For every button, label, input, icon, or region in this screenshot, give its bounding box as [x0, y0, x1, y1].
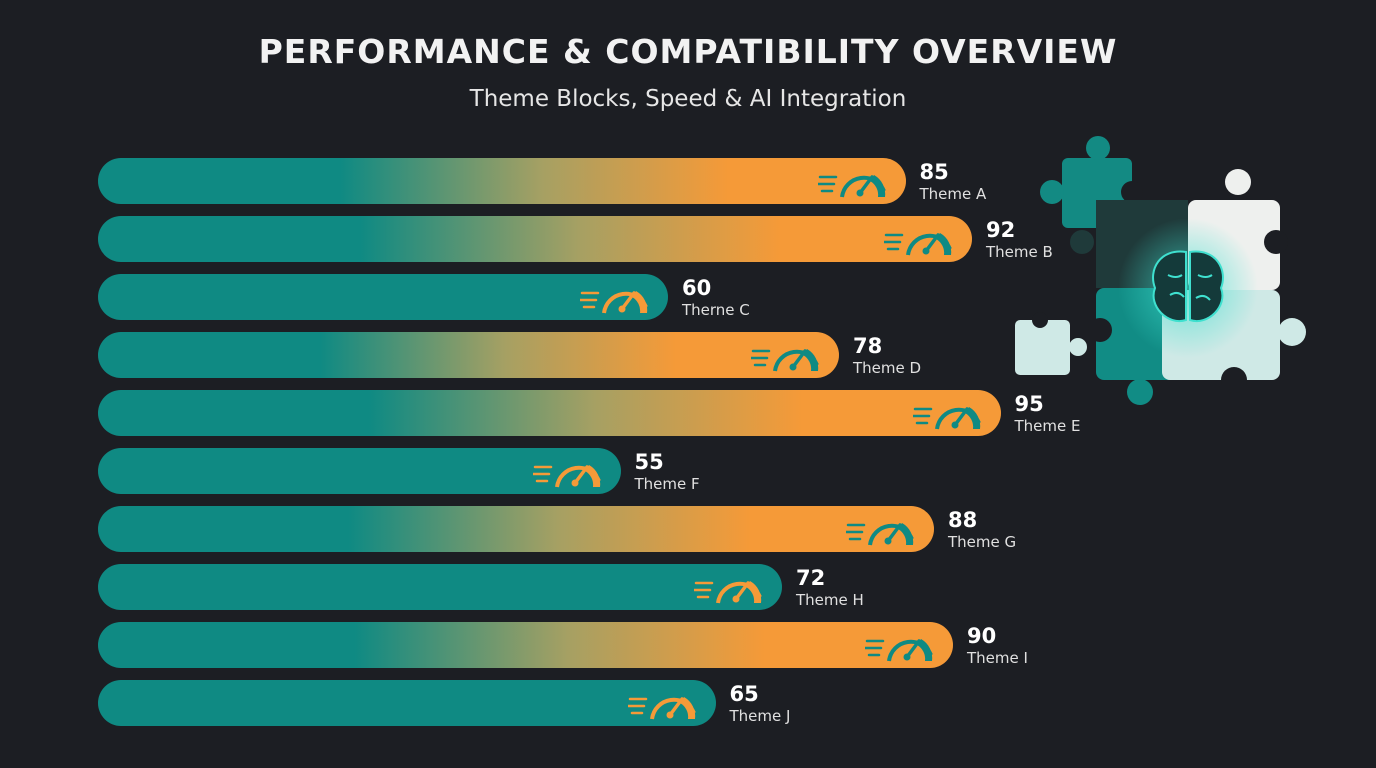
category-label: Theme A — [919, 185, 987, 203]
speedometer-icon — [627, 697, 696, 720]
bar — [98, 390, 1001, 436]
data-label: 92 — [986, 218, 1016, 242]
speedometer-icon — [532, 465, 601, 488]
category-label: Theme B — [986, 243, 1053, 261]
category-label: Therne C — [682, 301, 750, 319]
data-label: 65 — [729, 682, 759, 706]
speedometer-icon — [694, 581, 762, 604]
speedometer-icon — [912, 407, 981, 430]
category-label: Theme E — [1014, 417, 1081, 435]
data-label: 85 — [919, 160, 949, 184]
bar — [98, 216, 972, 262]
bar — [98, 274, 668, 320]
chart-subtitle: Theme Blocks, Speed & AI Integration — [469, 86, 907, 112]
speedometer-icon — [580, 291, 648, 314]
category-label: Theme F — [634, 475, 700, 493]
bar — [98, 506, 934, 552]
category-label: Theme D — [853, 359, 922, 377]
data-label: 72 — [796, 566, 826, 590]
data-label: 90 — [967, 624, 997, 648]
category-label: Theme G — [948, 533, 1017, 551]
data-label: 88 — [948, 508, 978, 532]
data-label: 60 — [682, 276, 712, 300]
speedometer-icon — [751, 349, 819, 372]
chart-title: PERFORMANCE & COMPATIBILITY OVERVIEW — [258, 32, 1118, 71]
data-label: 55 — [634, 450, 664, 474]
category-label: Theme I — [967, 649, 1028, 667]
category-label: Theme J — [729, 707, 791, 725]
data-label: 95 — [1014, 392, 1044, 416]
bar — [98, 680, 716, 726]
bar — [98, 448, 621, 494]
speedometer-icon — [817, 175, 886, 198]
data-label: 78 — [853, 334, 883, 358]
bar — [98, 158, 906, 204]
bar — [98, 332, 839, 378]
category-label: Theme H — [796, 591, 864, 609]
speedometer-icon — [846, 523, 914, 546]
speedometer-icon — [865, 639, 933, 662]
bar — [98, 622, 953, 668]
speedometer-icon — [884, 233, 952, 256]
puzzle-brain-icon — [1015, 136, 1306, 405]
bar — [98, 564, 782, 610]
